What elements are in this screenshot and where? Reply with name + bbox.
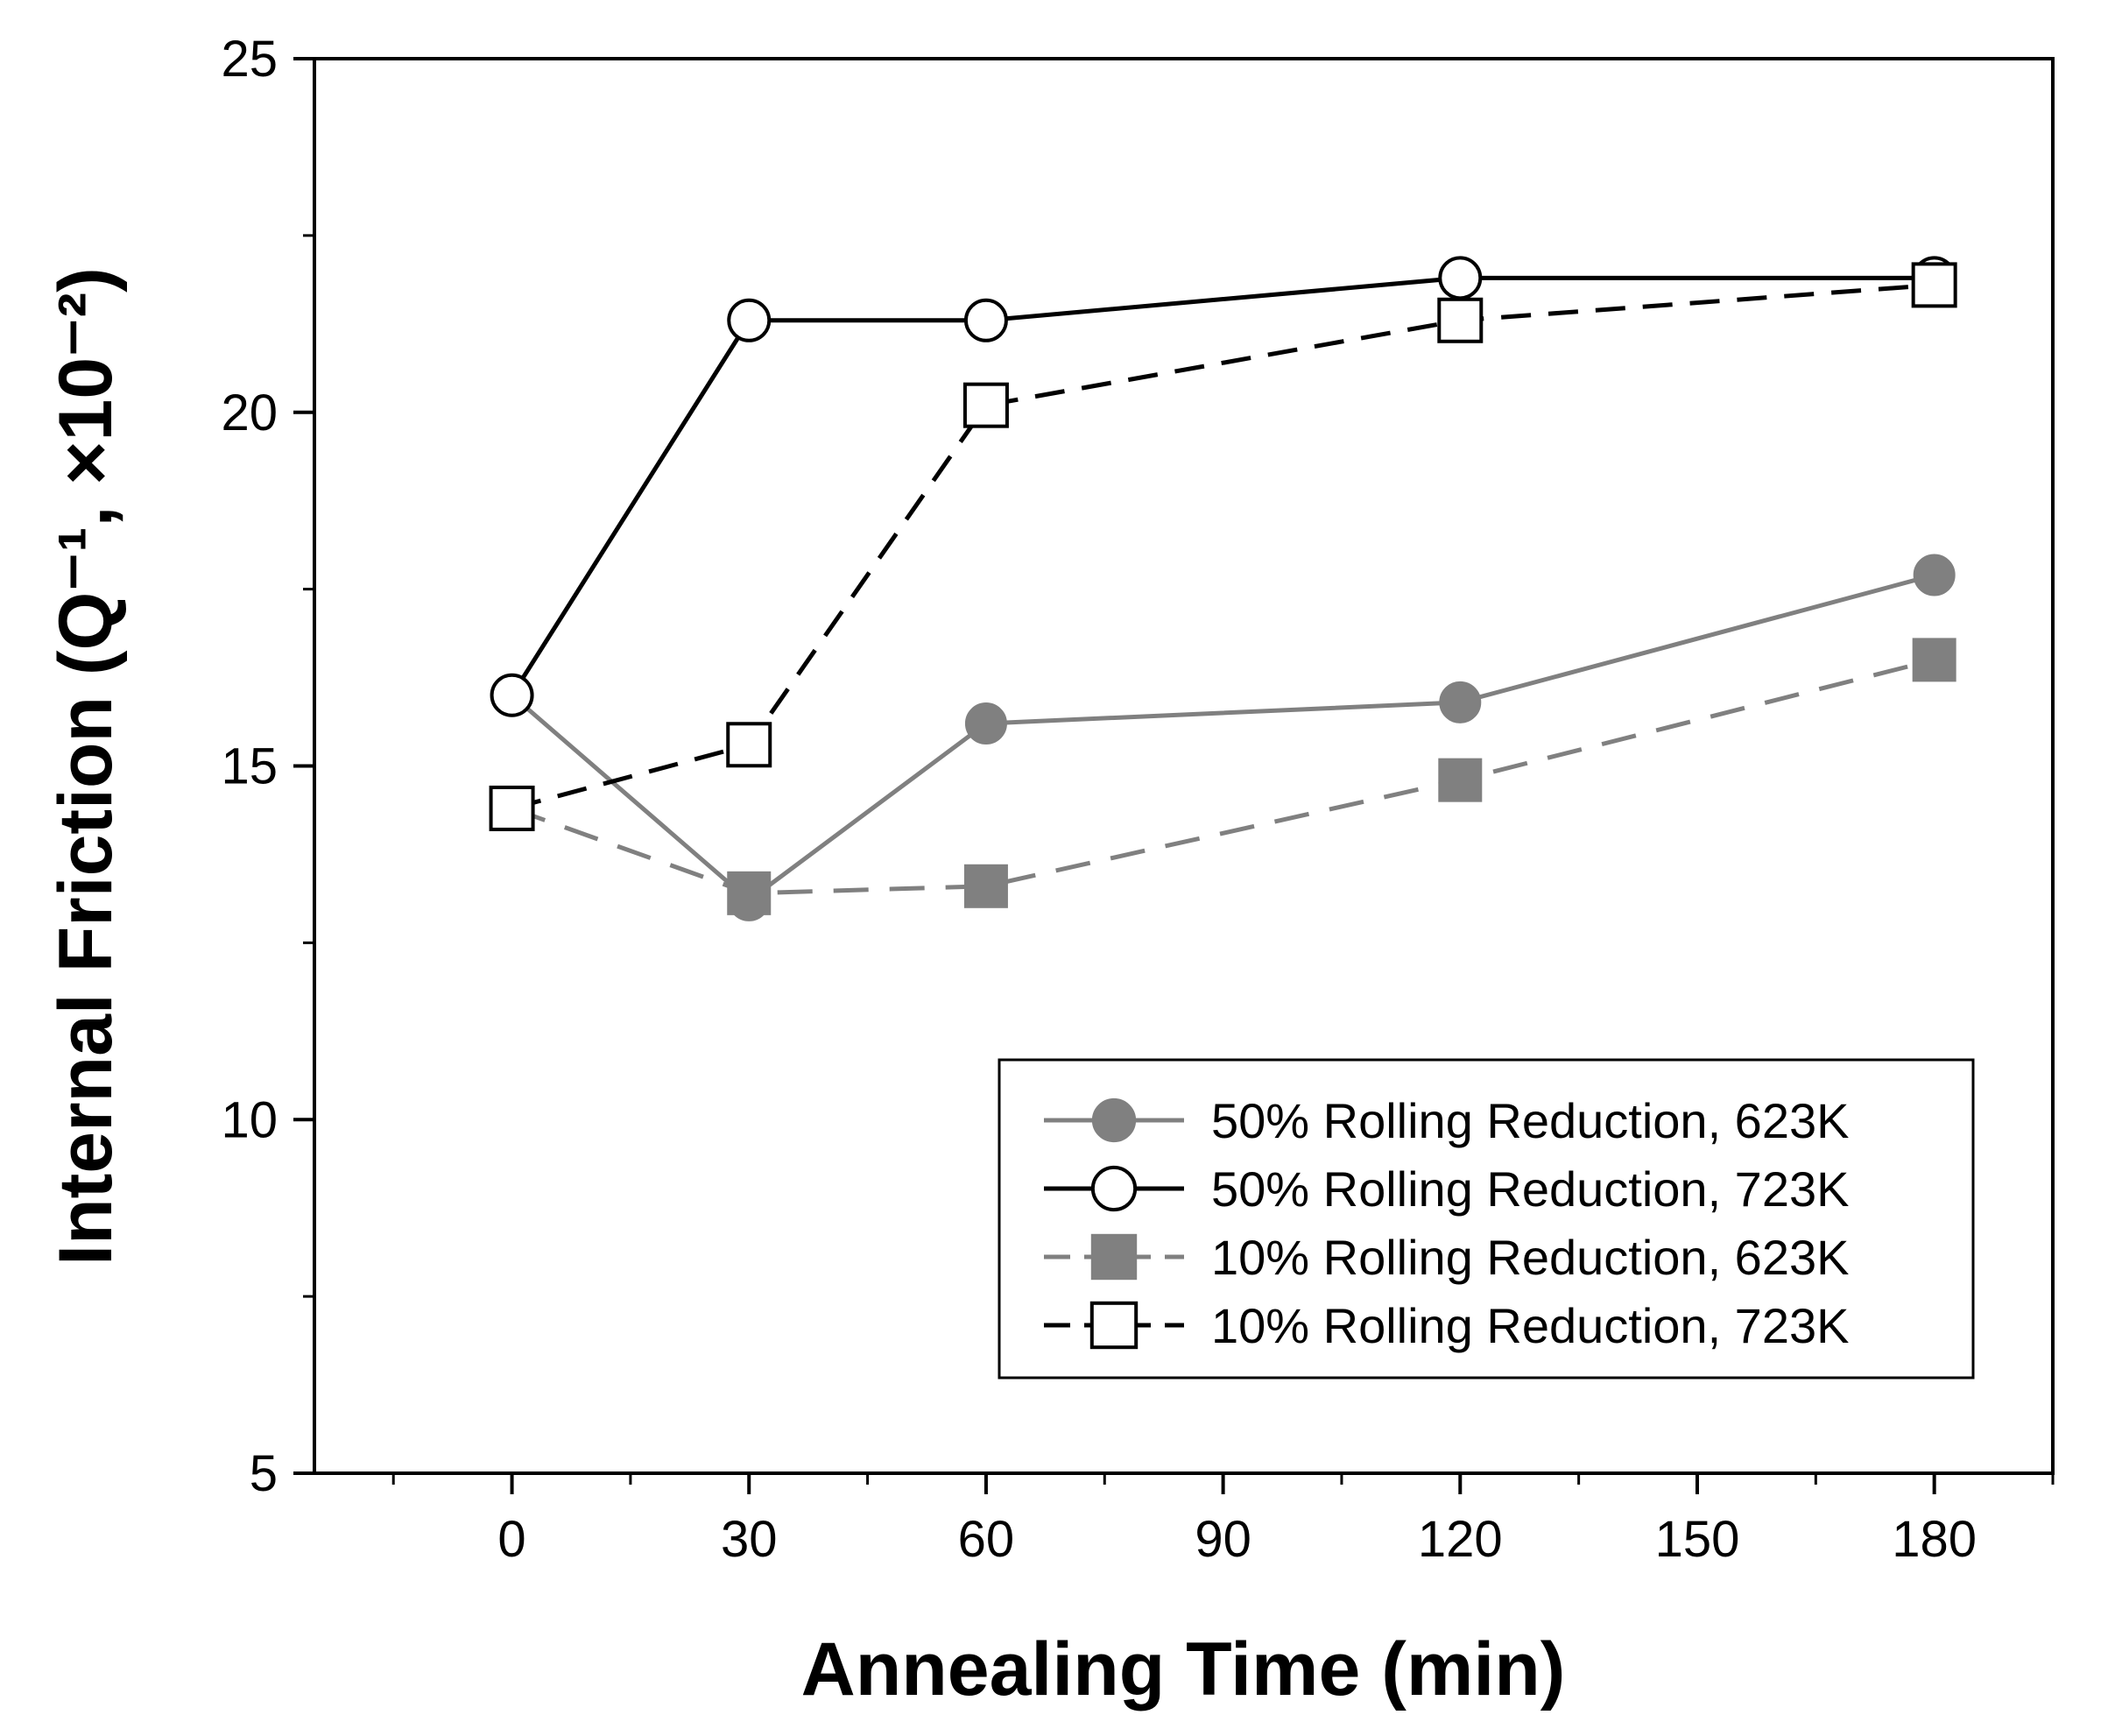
x-axis-title: Annealing Time (min) (801, 1627, 1566, 1711)
y-tick-label: 10 (221, 1091, 278, 1148)
x-tick-label: 90 (1195, 1511, 1251, 1568)
data-point-filled-square (1438, 758, 1483, 802)
legend-frame (998, 1058, 1975, 1380)
data-point-open-square (1089, 1301, 1139, 1350)
data-point-filled-circle (1913, 554, 1956, 596)
data-point-open-circle (1438, 256, 1483, 300)
series-2 (490, 256, 1956, 717)
y-tick-label: 15 (221, 738, 278, 795)
series-4 (489, 262, 1957, 831)
legend-label: 10% Rolling Reduction, 723K (1211, 1298, 1849, 1353)
data-point-open-circle (727, 298, 772, 342)
x-tick-label: 150 (1655, 1511, 1740, 1568)
y-axis-title: Internal Friction (Q⁻¹, ×10⁻²) (44, 267, 128, 1266)
data-point-open-square (1437, 297, 1484, 343)
legend-item: 10% Rolling Reduction, 723K (1044, 1298, 1849, 1353)
x-tick-label: 0 (497, 1511, 525, 1568)
series-1 (490, 554, 1956, 921)
legend-label: 50% Rolling Reduction, 623K (1211, 1093, 1849, 1148)
data-point-open-square (489, 785, 535, 831)
data-point-open-square (1911, 262, 1957, 308)
legend-item: 50% Rolling Reduction, 723K (1044, 1161, 1849, 1217)
data-point-open-square (962, 382, 1009, 428)
x-tick-label: 120 (1418, 1511, 1503, 1568)
series-line (511, 657, 1935, 896)
x-tick-label: 180 (1892, 1511, 1977, 1568)
data-point-filled-circle (1439, 681, 1482, 723)
series-3 (490, 638, 1956, 915)
legend-label: 50% Rolling Reduction, 723K (1211, 1161, 1849, 1217)
data-point-filled-square (1090, 1233, 1138, 1281)
series-layer (489, 256, 1957, 921)
data-point-filled-square (727, 871, 772, 915)
y-tick-label: 25 (221, 31, 278, 88)
series-line (511, 282, 1935, 811)
x-tick-label: 60 (958, 1511, 1015, 1568)
legend: 50% Rolling Reduction, 623K 50% Rolling R… (998, 1058, 1975, 1380)
legend-items: 50% Rolling Reduction, 623K 50% Rolling R… (1044, 1093, 1849, 1353)
data-point-open-circle (490, 673, 534, 717)
data-point-filled-square (1912, 638, 1956, 682)
y-tick-label: 20 (221, 385, 278, 441)
data-point-filled-circle (964, 702, 1007, 745)
y-tick-label: 5 (250, 1445, 278, 1502)
legend-label: 10% Rolling Reduction, 623K (1211, 1230, 1849, 1285)
data-point-open-circle (1090, 1165, 1138, 1212)
data-point-open-square (726, 722, 772, 768)
series-line (510, 573, 1935, 904)
x-tick-label: 30 (721, 1511, 778, 1568)
data-point-filled-square (963, 864, 1008, 908)
ticks-layer: 0 30 60 90 120 150 180 5 10 15 20 25 (221, 31, 2055, 1568)
legend-item: 50% Rolling Reduction, 623K (1044, 1093, 1849, 1148)
data-point-filled-circle (1091, 1097, 1137, 1143)
data-point-open-circle (963, 298, 1008, 342)
legend-item: 10% Rolling Reduction, 623K (1044, 1230, 1849, 1285)
